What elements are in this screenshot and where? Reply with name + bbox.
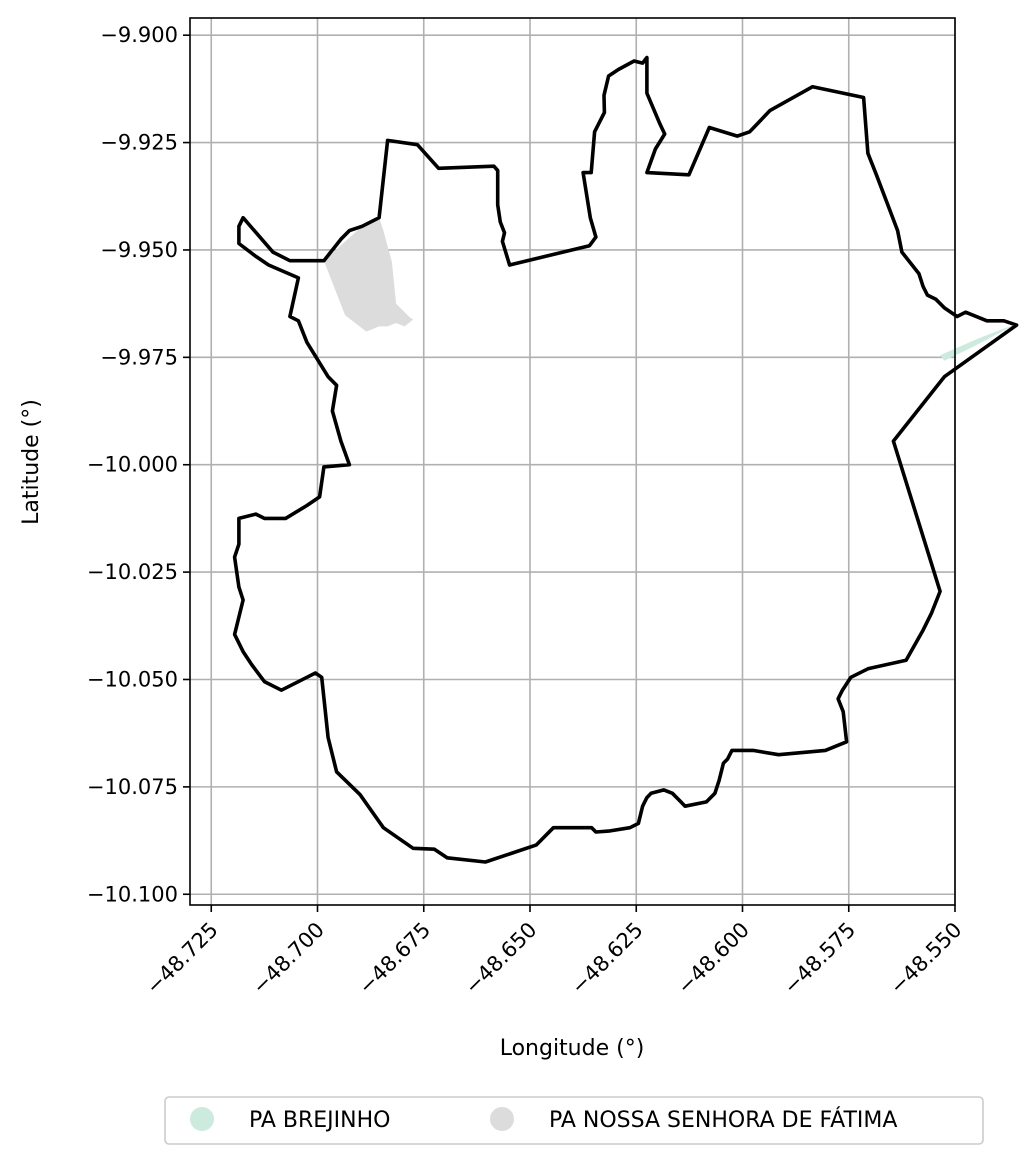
legend-frame — [164, 1096, 984, 1145]
x-tick-label: −48.650 — [460, 918, 541, 999]
y-axis: −9.900 −9.925 −9.950 −9.975 −10.000 −10.025 −1… — [87, 23, 190, 906]
x-axis: −48.725 −48.700 −48.675 −48.650 −48.625 −48.6… — [141, 905, 967, 999]
plot-frame — [189, 17, 956, 906]
municipality-boundary — [232, 55, 1019, 864]
x-tick-label: −48.625 — [566, 918, 647, 999]
regions — [323, 217, 1017, 361]
region-polygon — [323, 217, 414, 332]
y-tick-label: −9.900 — [100, 23, 178, 47]
y-tick-label: −9.950 — [100, 238, 178, 262]
y-tick-label: −10.000 — [87, 453, 178, 477]
region-polygon — [940, 323, 1017, 361]
x-tick-label: −48.550 — [885, 918, 966, 999]
x-tick-label: −48.725 — [141, 918, 222, 999]
y-tick-label: −10.050 — [87, 667, 178, 691]
legend-label: PA NOSSA SENHORA DE FÁTIMA — [549, 1107, 897, 1133]
y-tick-label: −9.925 — [100, 131, 178, 155]
x-tick-label: −48.675 — [354, 918, 435, 999]
y-tick-label: −9.975 — [100, 345, 178, 369]
y-tick-label: −10.075 — [87, 775, 178, 799]
x-tick-label: −48.575 — [779, 918, 860, 999]
y-tick-label: −10.100 — [87, 882, 178, 906]
x-tick-label: −48.700 — [248, 918, 329, 999]
x-axis-label: Longitude (°) — [500, 1036, 645, 1061]
legend-marker — [490, 1107, 514, 1131]
grid-lines — [190, 18, 956, 905]
legend-marker — [190, 1107, 214, 1131]
legend: PA BREJINHO PA NOSSA SENHORA DE FÁTIMA — [164, 1096, 984, 1145]
x-tick-label: −48.600 — [673, 918, 754, 999]
legend-label: PA BREJINHO — [249, 1108, 390, 1133]
y-tick-label: −10.025 — [87, 560, 178, 584]
y-axis-label: Latitude (°) — [19, 399, 44, 525]
